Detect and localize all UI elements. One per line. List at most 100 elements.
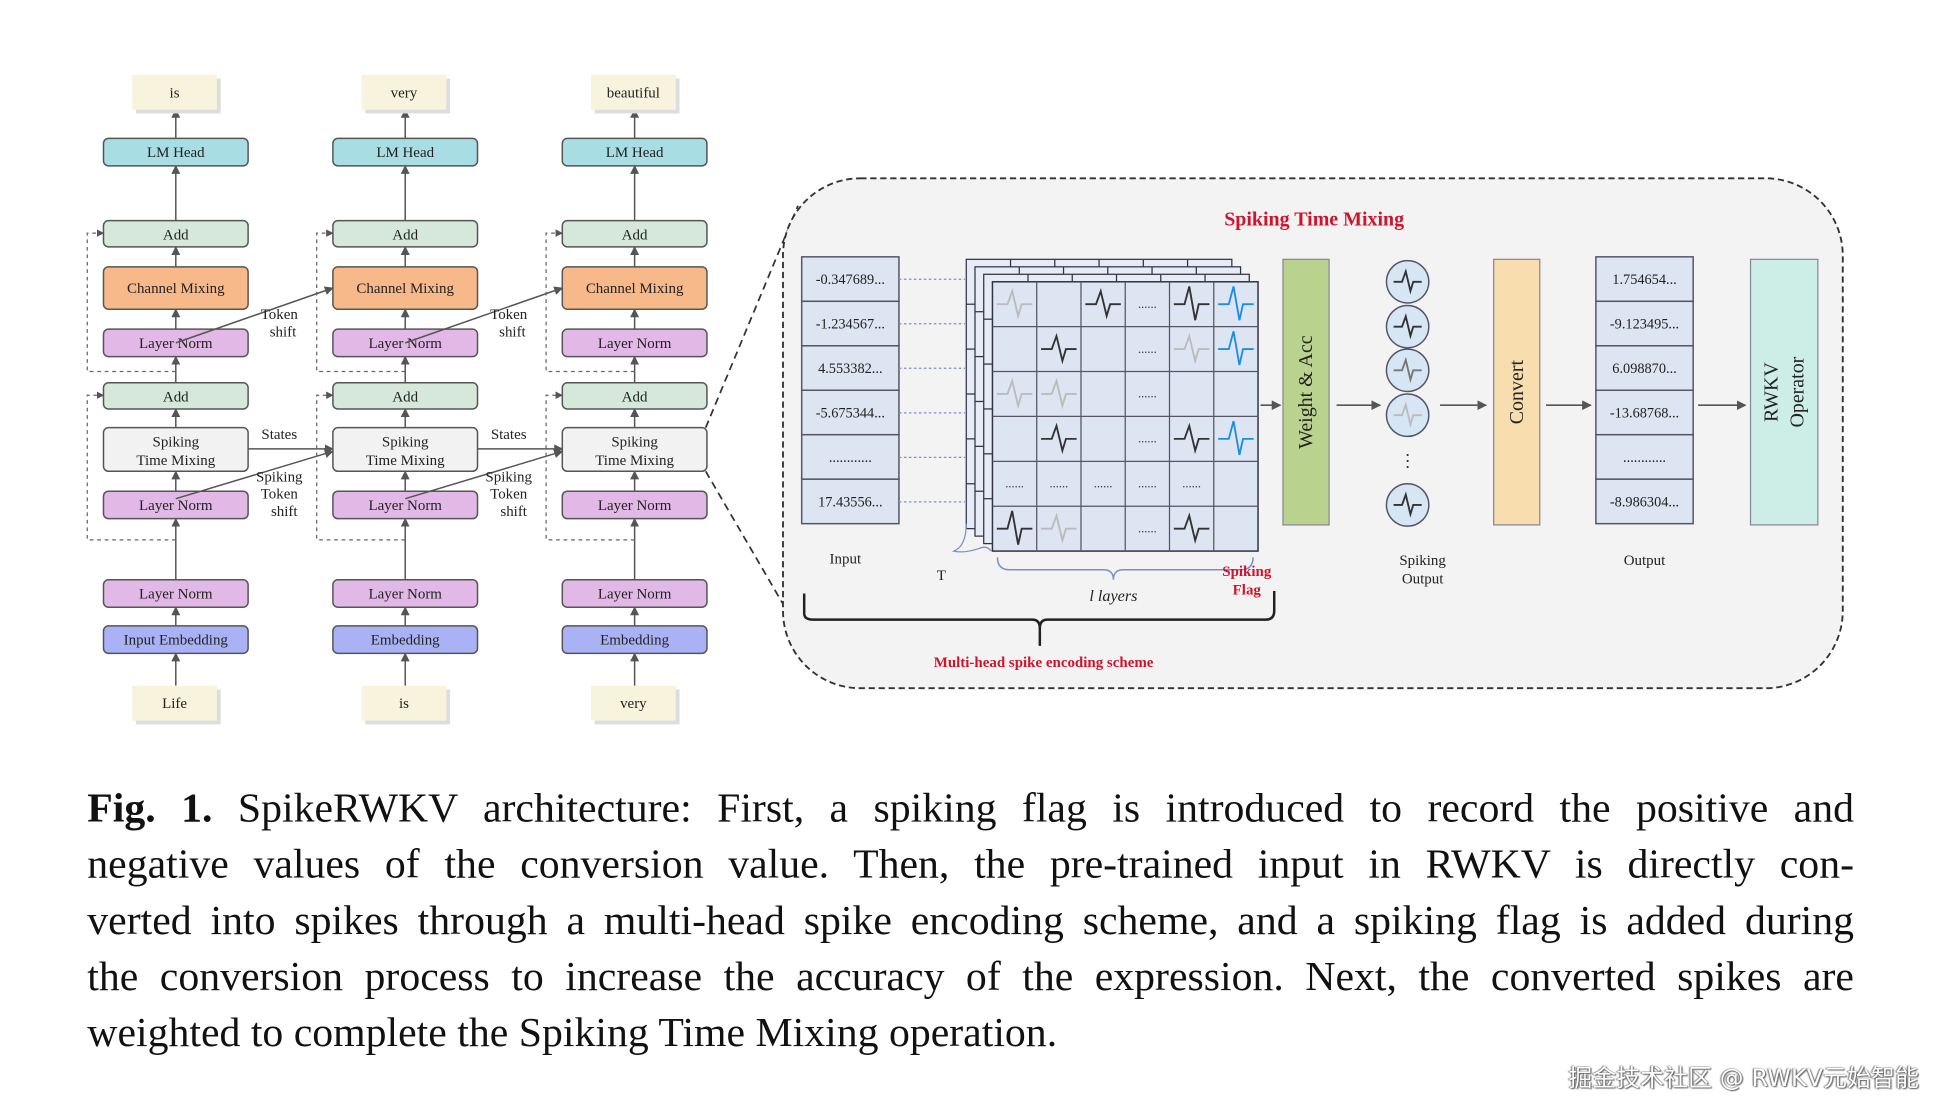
spiking-output-label: Spiking (1399, 553, 1446, 569)
output-value: 6.098870... (1612, 361, 1676, 377)
time-mixing-label: Time Mixing (136, 453, 215, 469)
layers-label: l layers (1089, 587, 1137, 605)
add-box (102, 219, 249, 248)
zoom-guide-line (704, 205, 799, 428)
add-box (102, 382, 249, 410)
scheme-label: Multi-head spike encoding scheme (934, 655, 1154, 671)
ellipsis: ...... (1182, 476, 1201, 490)
spike-icon (1173, 512, 1210, 544)
input-value: -1.234567... (816, 317, 885, 333)
layer-norm-label: Layer Norm (598, 586, 672, 602)
lm-head-label: LM Head (147, 145, 205, 161)
rwkv-operator-label: RWKV (1760, 362, 1782, 422)
output-value: 1.754654... (1612, 272, 1676, 288)
layer-norm-label: Layer Norm (598, 336, 672, 352)
input-value: ............ (829, 450, 872, 466)
t-label: T (937, 568, 946, 584)
spike-icon (1393, 401, 1422, 429)
input-token: is (399, 696, 409, 712)
spike-icon (996, 377, 1033, 410)
residual-connection (86, 391, 176, 541)
spiking-flag-label: Spiking (1222, 564, 1272, 580)
output-value: -8.986304... (1610, 494, 1679, 510)
layer-norm-box (561, 490, 708, 520)
caption-line: weighted to complete the Spiking Time Mi… (87, 1009, 1058, 1057)
spike-icon (1041, 377, 1077, 410)
time-mixing-label: Time Mixing (366, 453, 445, 469)
add-label: Add (392, 227, 418, 243)
layer-norm-label: Layer Norm (368, 498, 442, 514)
channel-mixing-box (561, 266, 708, 310)
spike-icon (1393, 356, 1422, 384)
input-value: -0.347689... (816, 272, 885, 288)
add-label: Add (163, 389, 189, 405)
lm-head-box (332, 137, 479, 167)
scheme-brace (802, 590, 1276, 646)
embedding-box (561, 625, 708, 655)
embedding-box (102, 625, 249, 655)
vertical-ellipsis: ⋮ (1399, 450, 1416, 470)
embedding-label: Input Embedding (124, 633, 229, 649)
spike-icon (1393, 313, 1422, 340)
spiking-flag-label: Flag (1233, 583, 1262, 599)
layer-norm-box (102, 579, 249, 608)
input-token-box (361, 685, 447, 721)
caption-line: negative values of the conversion value.… (87, 841, 1854, 888)
convert-bar (1493, 258, 1541, 526)
output-token: very (391, 85, 418, 101)
rwkv-operator-bar (1749, 258, 1819, 526)
ellipsis: ...... (1138, 387, 1157, 401)
layer-norm-label: Layer Norm (139, 498, 213, 514)
lm-head-box (102, 137, 249, 167)
input-label: Input (830, 552, 862, 568)
channel-mixing-box (332, 266, 479, 310)
spike-icon (1041, 332, 1077, 365)
add-label: Add (622, 389, 648, 405)
spiking-token-shift-arrow (404, 449, 564, 500)
token-shift-label: shift (270, 325, 297, 341)
column-1: is Life LM Head Add Channel Mixing Layer Norm… (86, 74, 334, 725)
time-mixing-label: Spiking (611, 434, 658, 450)
caption-line: the conversion process to increase the a… (87, 953, 1854, 1000)
spiking-token-shift-label: shift (500, 504, 527, 520)
output-cell (1595, 256, 1694, 303)
token-shift-arrow (175, 286, 334, 344)
channel-mixing-box (102, 266, 249, 310)
states-label: States (491, 427, 527, 443)
residual-connection (316, 229, 406, 373)
layer-norm-box (332, 490, 479, 520)
weight-acc-bar (1282, 258, 1330, 526)
ellipsis: ...... (1050, 476, 1069, 490)
spike-icon (1393, 491, 1422, 518)
time-mixing-label: Spiking (153, 434, 200, 450)
lm-head-label: LM Head (376, 145, 434, 161)
layer-norm-label: Layer Norm (368, 586, 442, 602)
output-cell (1595, 433, 1694, 480)
add-label: Add (622, 227, 648, 243)
spiking-time-mixing-box (561, 426, 708, 473)
spike-icon (1085, 287, 1121, 320)
output-value: ............ (1623, 450, 1666, 466)
channel-mixing-label: Channel Mixing (127, 281, 225, 297)
spiking-token-shift-arrow (175, 449, 334, 500)
spiking-token-shift-label: Spiking (485, 469, 532, 485)
column-3: beautiful very LM Head Add Channel Mixing Lay… (545, 74, 708, 725)
t-brace (951, 523, 992, 553)
output-token-box (590, 74, 676, 110)
ellipsis: ...... (1094, 476, 1113, 490)
output-token-box (361, 74, 447, 110)
token-shift-label: Token (261, 307, 299, 323)
input-cell (800, 256, 900, 303)
time-mixing-label: Spiking (382, 434, 429, 450)
layer-norm-label: Layer Norm (598, 498, 672, 514)
layers-brace (996, 557, 1254, 580)
spike-icon (1173, 332, 1210, 365)
input-value: -5.675344... (816, 405, 885, 421)
ellipsis: ...... (1138, 476, 1157, 490)
panel-title: Spiking Time Mixing (1224, 209, 1404, 231)
output-label: Output (1624, 553, 1666, 569)
spike-icon (996, 287, 1033, 320)
spiking-token-shift-label: Spiking (256, 469, 303, 485)
embedding-label: Embedding (600, 633, 669, 649)
